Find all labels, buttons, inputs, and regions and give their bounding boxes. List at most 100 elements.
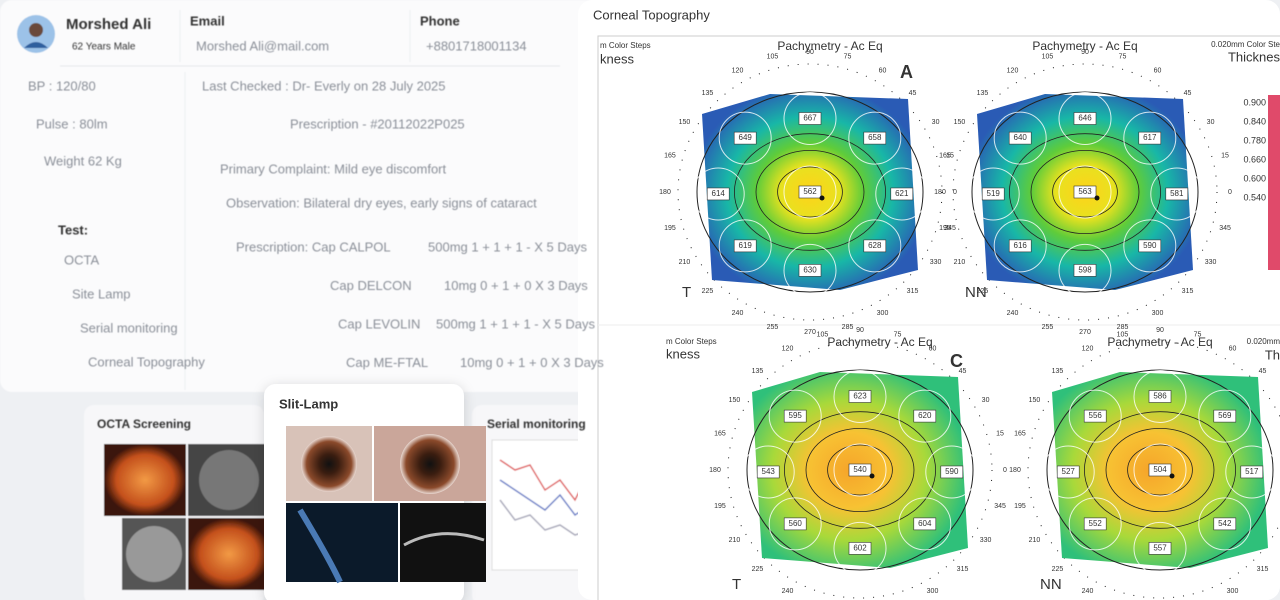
thickness-value: 586 <box>1153 392 1167 401</box>
angle-label: 105 <box>767 54 779 61</box>
value-box <box>1240 465 1264 479</box>
thickness-value: 563 <box>1078 187 1092 196</box>
thickness-value: 590 <box>945 467 959 476</box>
angle-label: 240 <box>1082 588 1094 595</box>
angle-label: 75 <box>1119 54 1127 61</box>
thickness-value: 560 <box>789 519 803 528</box>
test-item: Corneal Topography <box>88 354 205 369</box>
angle-label: 105 <box>1117 332 1129 339</box>
thickness-value: 519 <box>987 189 1001 198</box>
zone-ring <box>718 111 772 165</box>
zone-ring <box>833 370 887 423</box>
phone-label: Phone <box>420 13 460 28</box>
thickness-value: 616 <box>1014 241 1028 250</box>
angle-label: 90 <box>806 49 814 56</box>
value-box <box>848 463 872 477</box>
zone-ring <box>1068 497 1122 551</box>
angle-label: 150 <box>1029 397 1041 404</box>
angle-label: 90 <box>1081 49 1089 56</box>
angle-label: 60 <box>879 68 887 75</box>
angle-label: 30 <box>982 397 990 404</box>
angle-label: 165 <box>939 153 951 160</box>
angle-label: 315 <box>1257 566 1269 573</box>
value-box <box>798 264 822 277</box>
angle-label: 255 <box>767 324 779 331</box>
angle-label: 315 <box>907 288 919 295</box>
tests-label: Test: <box>58 222 88 237</box>
contour <box>805 427 915 513</box>
card-title: Slit-Lamp <box>279 396 338 411</box>
angle-label: 45 <box>909 90 917 97</box>
value-box <box>733 131 757 145</box>
angle-label: 330 <box>1205 259 1217 266</box>
contour <box>1052 166 1118 218</box>
angle-label: 135 <box>977 90 989 97</box>
angle-label: 195 <box>939 225 951 232</box>
contour <box>1127 444 1193 496</box>
value-box <box>863 131 887 145</box>
side-label: 0.020mm <box>1247 337 1280 346</box>
zone-ring <box>1133 370 1187 423</box>
thickness-value: 602 <box>853 544 867 553</box>
angle-label: 225 <box>752 566 764 573</box>
zone-ring <box>1225 445 1279 499</box>
zone-ring <box>993 111 1047 165</box>
angle-label: 150 <box>679 119 691 126</box>
slit-lamp-images <box>286 426 486 584</box>
contour <box>784 411 937 529</box>
record-card <box>0 0 650 392</box>
value-box <box>1213 409 1237 423</box>
contour <box>1009 133 1162 251</box>
angle-ring <box>677 63 943 321</box>
angle-label: 135 <box>1052 368 1064 375</box>
zone-ring <box>848 111 902 165</box>
angle-label: 210 <box>954 259 966 266</box>
thickness-value: 569 <box>1218 411 1232 420</box>
thickness-value: 623 <box>853 392 867 401</box>
thickness-value: 540 <box>853 465 867 474</box>
map-title: Pachymetry - Ac Eq <box>1107 335 1212 349</box>
angle-label: 15 <box>996 431 1004 438</box>
angle-label: 315 <box>1182 288 1194 295</box>
map-corner: T <box>682 284 691 301</box>
value-box <box>1008 131 1032 145</box>
angle-label: 285 <box>842 324 854 331</box>
zone-ring <box>848 219 902 273</box>
vital: Weight 62 Kg <box>44 153 122 168</box>
value-box <box>913 409 937 423</box>
angle-label: 15 <box>1221 153 1229 160</box>
drug: Cap ME-FTAL <box>346 355 428 370</box>
zone-ring <box>1123 219 1177 273</box>
angle-label: 255 <box>1042 324 1054 331</box>
angle-label: 225 <box>702 288 714 295</box>
zone-ring <box>783 165 837 219</box>
angle-label: 195 <box>1014 503 1026 510</box>
angle-label: 120 <box>782 346 794 353</box>
angle-label: 285 <box>1117 324 1129 331</box>
card-title: OCTA Screening <box>97 417 191 431</box>
value-box <box>940 465 964 479</box>
thickness-value: 628 <box>868 241 882 250</box>
angle-label: 105 <box>817 332 829 339</box>
drug: Cap LEVOLIN <box>338 316 420 331</box>
value-box <box>1148 542 1172 555</box>
angle-label: 15 <box>946 153 954 160</box>
value-box <box>798 185 822 199</box>
angle-label: 315 <box>957 566 969 573</box>
topography-panel: 0153045607590105120135150165180195210225… <box>578 0 1280 600</box>
thickness-value: 590 <box>1143 241 1157 250</box>
zone-ring <box>768 389 822 443</box>
thickness-value: 658 <box>868 133 882 142</box>
dose: 10mg 0 + 1 + 0 X 3 Days <box>444 278 588 293</box>
thickness-value: 598 <box>1078 266 1092 275</box>
observation: Observation: Bilateral dry eyes, early s… <box>226 195 537 210</box>
value-box <box>1073 264 1097 277</box>
angle-label: 345 <box>994 503 1006 510</box>
zone-ring <box>1150 167 1204 221</box>
value-box <box>733 239 757 253</box>
thickness-value: 595 <box>789 411 803 420</box>
value-box <box>783 517 807 531</box>
zone-ring <box>993 219 1047 273</box>
contour <box>1105 427 1215 513</box>
angle-ring <box>727 341 993 599</box>
